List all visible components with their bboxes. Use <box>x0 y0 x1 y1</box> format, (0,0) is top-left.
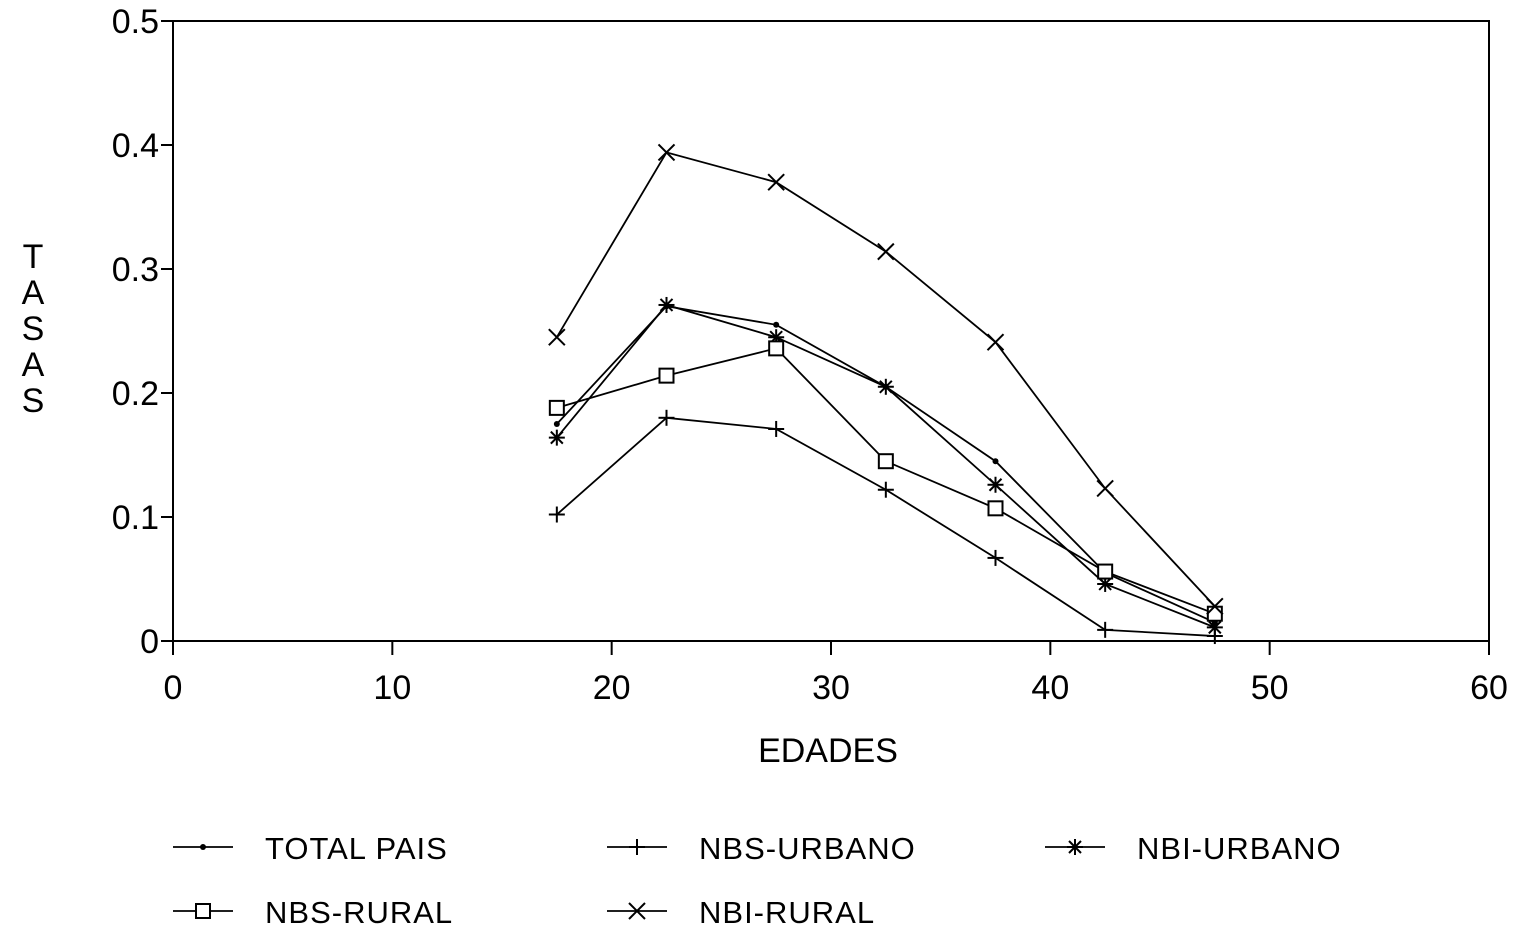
legend-label: NBS-URBANO <box>699 831 916 866</box>
legend-marker <box>1067 839 1083 855</box>
series-markers <box>548 143 1224 645</box>
data-point-3-6 <box>1206 605 1223 622</box>
x-tick-label: 0 <box>164 669 183 707</box>
y-axis: 0 0.1 0.2 0.3 0.4 0.5 <box>112 3 173 661</box>
x-tick-label: 60 <box>1470 669 1508 707</box>
y-axis-label-letter: S <box>22 310 45 348</box>
x-axis: 0 10 20 30 40 50 60 <box>164 641 1508 707</box>
legend-marker <box>628 902 646 920</box>
data-point-3-4 <box>987 500 1004 517</box>
data-point-1-4 <box>987 549 1004 566</box>
legend-item: NBI-RURAL <box>607 895 875 930</box>
plot-frame <box>172 20 1490 642</box>
y-tick-label: 0.4 <box>112 127 159 165</box>
y-axis-label-letter: A <box>22 346 45 384</box>
legend-item: TOTAL PAIS <box>173 831 448 866</box>
legend-marker <box>629 839 645 855</box>
legend: TOTAL PAIS NBS-URBANO NBI-URBANO NBS-RURAL N… <box>173 831 1342 930</box>
data-point-4-6 <box>1206 597 1224 615</box>
y-tick-label: 0.2 <box>112 375 159 413</box>
x-tick-label: 50 <box>1251 669 1289 707</box>
legend-label: NBS-RURAL <box>265 895 453 930</box>
x-tick-label: 40 <box>1031 669 1069 707</box>
legend-item: NBS-RURAL <box>173 895 453 930</box>
legend-label: NBI-URBANO <box>1137 831 1342 866</box>
y-axis-label-letter: T <box>23 238 44 276</box>
series-line-1 <box>556 416 1215 637</box>
data-point-4-4 <box>986 333 1005 351</box>
data-point-4-1 <box>657 143 676 162</box>
y-tick-label: 0.5 <box>112 3 159 41</box>
data-point-2-6 <box>1206 619 1223 636</box>
data-point-3-5 <box>1097 563 1114 580</box>
data-point-1-0 <box>548 506 565 523</box>
data-point-2-1 <box>658 296 675 313</box>
data-point-4-5 <box>1096 479 1114 498</box>
y-tick-label: 0.1 <box>112 499 159 537</box>
legend-item: NBS-URBANO <box>607 831 916 866</box>
data-point-1-2 <box>768 420 785 437</box>
data-point-3-0 <box>548 399 565 416</box>
legend-marker <box>200 844 206 850</box>
data-point-0-4 <box>992 458 999 465</box>
legend-label: TOTAL PAIS <box>265 831 448 866</box>
data-point-2-0 <box>548 429 565 446</box>
data-point-1-3 <box>877 481 894 498</box>
y-axis-label-letter: A <box>22 274 45 312</box>
y-tick-label: 0 <box>140 623 159 661</box>
data-point-1-1 <box>658 409 675 426</box>
data-point-0-0 <box>553 421 560 427</box>
y-axis-label-letter: S <box>22 382 45 420</box>
data-point-1-5 <box>1097 621 1114 638</box>
data-point-3-3 <box>877 453 894 470</box>
x-axis-label: EDADES <box>758 732 898 770</box>
legend-marker <box>195 903 211 919</box>
x-tick-label: 10 <box>373 669 411 707</box>
data-point-4-0 <box>548 328 566 346</box>
legend-item: NBI-URBANO <box>1045 831 1342 866</box>
data-point-2-4 <box>987 476 1004 493</box>
data-point-3-1 <box>658 367 675 384</box>
x-tick-label: 20 <box>593 669 631 707</box>
data-point-0-2 <box>773 321 780 328</box>
x-tick-label: 30 <box>812 669 850 707</box>
data-point-4-2 <box>767 173 785 191</box>
data-point-4-3 <box>877 242 895 261</box>
data-point-2-3 <box>877 378 894 395</box>
legend-label: NBI-RURAL <box>699 895 875 930</box>
data-point-3-2 <box>768 340 785 357</box>
y-tick-label: 0.3 <box>112 251 159 289</box>
